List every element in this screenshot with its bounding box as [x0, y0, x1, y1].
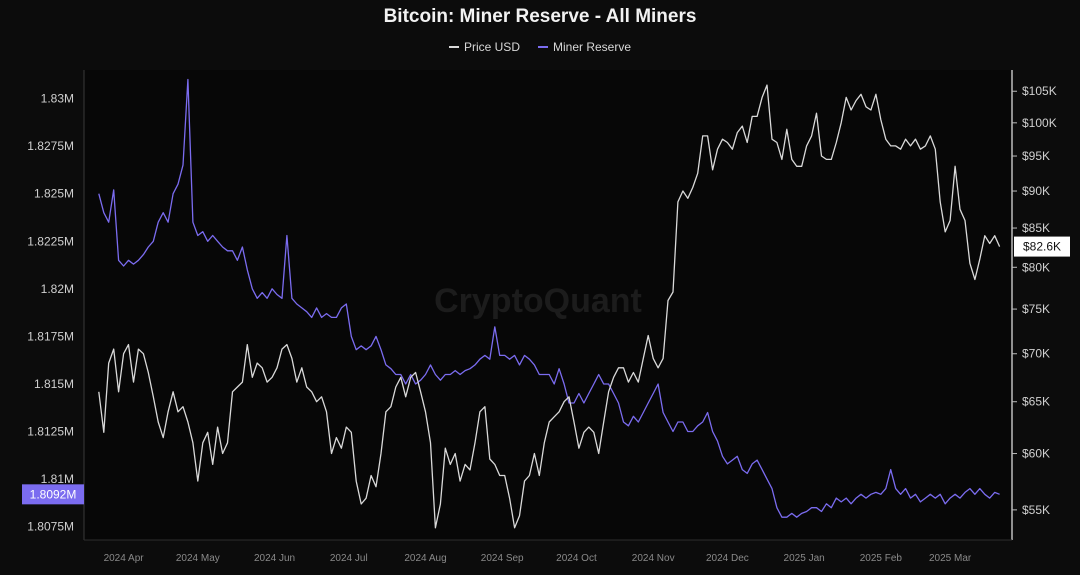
x-tick-label: 2024 Aug [404, 553, 446, 564]
right-tick-label: $95K [1022, 149, 1050, 163]
current-price-badge [1014, 236, 1070, 257]
left-tick-label: 1.825M [34, 187, 74, 201]
right-tick-label: $70K [1022, 347, 1050, 361]
series-layer [98, 78, 1001, 529]
left-tick-label: 1.8175M [27, 329, 74, 343]
right-tick-label: $60K [1022, 447, 1050, 461]
x-tick-label: 2025 Mar [929, 553, 972, 564]
series-line-miner-reserve [98, 78, 1000, 518]
x-axis: 2024 Apr 2024 May 2024 Jun 2024 Jul 2024 Aug… [84, 539, 1012, 564]
x-tick-label: 2024 Sep [481, 553, 524, 564]
series-line-price-usd [98, 84, 1001, 529]
right-tick-label: $90K [1022, 184, 1050, 198]
left-tick-label: 1.81M [41, 472, 74, 486]
x-tick-label: 2024 Apr [104, 553, 145, 564]
left-axis: 1.83M 1.8275M 1.825M 1.8225M 1.82M 1.8175M 1.8… [27, 70, 85, 540]
right-tick-label: $85K [1022, 221, 1050, 235]
right-tick-label: $105K [1022, 84, 1057, 98]
legend-swatch-miner-reserve [537, 46, 548, 48]
right-tick-label: $80K [1022, 260, 1050, 274]
right-tick-label: $75K [1022, 302, 1050, 316]
legend-label-miner-reserve: Miner Reserve [552, 40, 632, 54]
watermark-logo: CryptoQuant [434, 282, 642, 320]
current-reserve-label: 1.8092M [30, 487, 77, 501]
x-tick-label: 2024 Jun [254, 553, 295, 564]
right-axis: $105K $100K $95K $90K $85K $80K $75K $70K $65K $6… [1011, 70, 1057, 540]
left-tick-label: 1.815M [34, 377, 74, 391]
chart-title: Bitcoin: Miner Reserve - All Miners [383, 6, 697, 27]
right-tick-label: $55K [1022, 503, 1050, 517]
x-tick-label: 2024 Dec [706, 553, 749, 564]
plot-area [84, 70, 1012, 540]
current-price-label: $82.6K [1023, 240, 1061, 254]
right-tick-label: $100K [1022, 116, 1057, 130]
legend-label-price: Price USD [463, 40, 520, 54]
x-tick-label: 2024 Nov [632, 553, 675, 564]
legend-item-price[interactable]: Price USD [448, 40, 520, 54]
left-tick-label: 1.8275M [27, 139, 74, 153]
left-tick-label: 1.8125M [27, 425, 74, 439]
x-tick-label: 2025 Feb [860, 553, 903, 564]
badge-layer: 1.8092M $82.6K [22, 236, 1070, 505]
right-tick-label: $65K [1022, 395, 1050, 409]
left-tick-label: 1.83M [41, 92, 74, 106]
legend: Price USD Miner Reserve [0, 40, 1080, 54]
x-tick-label: 2024 Oct [556, 553, 597, 564]
current-reserve-badge [22, 484, 84, 505]
x-tick-label: 2025 Jan [784, 553, 825, 564]
left-tick-label: 1.8225M [27, 234, 74, 248]
legend-item-miner-reserve[interactable]: Miner Reserve [537, 40, 632, 54]
x-tick-label: 2024 Jul [330, 553, 368, 564]
left-tick-label: 1.8075M [27, 520, 74, 534]
x-tick-label: 2024 May [176, 553, 220, 564]
left-tick-label: 1.82M [41, 282, 74, 296]
legend-swatch-price [448, 46, 459, 48]
